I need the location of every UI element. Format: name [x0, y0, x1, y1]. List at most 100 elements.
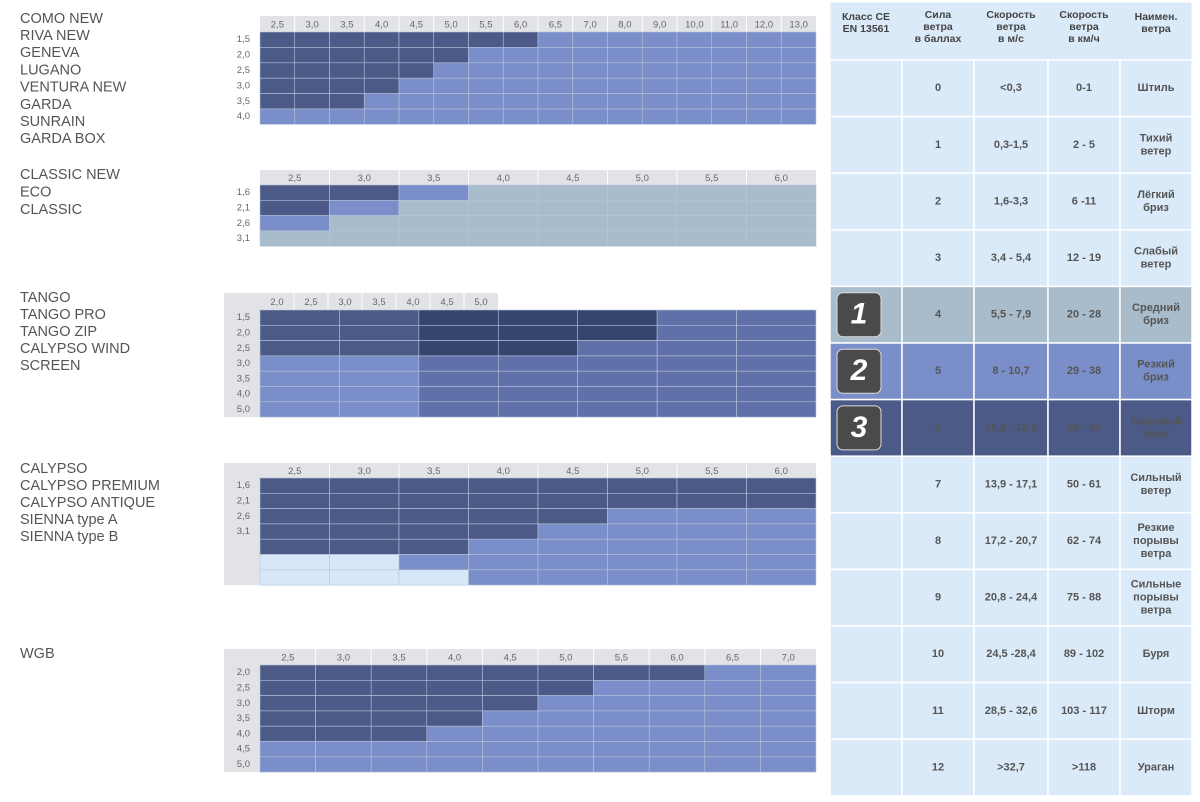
- cell: [577, 324, 658, 341]
- cell: [482, 725, 539, 742]
- cell: [294, 93, 330, 110]
- cell: [468, 184, 539, 201]
- cell: [537, 554, 608, 571]
- cell: [607, 554, 678, 571]
- table-value: 6 -11: [1072, 195, 1096, 207]
- cell: [398, 569, 469, 586]
- cell: [370, 741, 428, 758]
- cell: [259, 538, 330, 555]
- table-cell: [829, 568, 903, 627]
- cell: [259, 725, 316, 742]
- table-value: 62 - 74: [1067, 535, 1102, 547]
- cell: [537, 477, 608, 494]
- column-label: 5,0: [445, 20, 458, 31]
- product-name: CLASSIC: [20, 202, 82, 218]
- table-cell: [901, 229, 975, 288]
- table-cell: [1047, 455, 1121, 514]
- cell: [259, 93, 296, 110]
- row-label: 2,6: [237, 511, 250, 522]
- wind-name: Сильные: [1131, 579, 1182, 591]
- cell: [676, 184, 747, 201]
- cell: [339, 340, 420, 357]
- cell: [641, 77, 678, 94]
- cell: [572, 77, 608, 94]
- cell: [607, 215, 678, 232]
- cell: [329, 200, 400, 216]
- class-number: 1: [851, 298, 868, 331]
- cell: [468, 200, 539, 216]
- table-cell: [829, 59, 903, 118]
- cell: [676, 554, 747, 571]
- cell: [780, 47, 817, 64]
- cell: [780, 31, 817, 48]
- table-cell: [901, 512, 975, 571]
- cell: [711, 47, 747, 64]
- table-cell: [1047, 625, 1121, 684]
- cell: [648, 741, 706, 758]
- product-name: SIENNA type A: [20, 512, 118, 528]
- wind-name: Слабый: [1134, 246, 1178, 258]
- column-label: 2,5: [304, 297, 317, 308]
- row-label: 3,0: [237, 358, 250, 369]
- cell: [656, 370, 737, 387]
- cell: [746, 230, 817, 247]
- cell: [433, 31, 469, 48]
- cell: [294, 108, 330, 125]
- cell: [537, 230, 608, 247]
- cell: [259, 710, 316, 727]
- wind-name: бриз: [1143, 202, 1169, 214]
- class-icon: [836, 405, 882, 451]
- product-name: CALYPSO PREMIUM: [20, 478, 160, 494]
- cell: [704, 710, 761, 727]
- wind-name: Резкие: [1137, 522, 1174, 534]
- column-label: 2,5: [271, 20, 284, 31]
- cell: [315, 756, 372, 773]
- column-label: 9,0: [653, 20, 666, 31]
- column-label: 4,0: [497, 173, 510, 184]
- row-label: 2,6: [237, 218, 250, 229]
- cell: [259, 77, 296, 94]
- column-label: 7,0: [782, 653, 795, 664]
- cell: [736, 309, 817, 326]
- cell: [572, 108, 608, 125]
- cell: [468, 508, 539, 525]
- column-label: 10,0: [685, 20, 704, 31]
- table-cell: [1047, 342, 1121, 401]
- cell: [780, 93, 817, 110]
- column-label: 4,0: [406, 297, 419, 308]
- cell: [329, 230, 400, 247]
- class-icon: [836, 348, 882, 394]
- table-cell: [829, 172, 903, 231]
- cell: [468, 230, 539, 247]
- table-cell: [973, 738, 1049, 797]
- cell: [736, 340, 817, 357]
- cell: [418, 355, 499, 372]
- product-name: CLASSIC NEW: [20, 167, 120, 183]
- cell: [537, 47, 574, 64]
- row-label: 3,0: [237, 80, 250, 91]
- row-label: 3,1: [237, 526, 250, 537]
- cell: [329, 77, 365, 94]
- row-label: 2,0: [237, 667, 250, 678]
- row-label: 2,0: [237, 50, 250, 61]
- cell: [711, 77, 747, 94]
- cell: [363, 93, 400, 110]
- product-name: WGB: [20, 646, 55, 662]
- row-label-bg: [224, 293, 260, 418]
- row-label: 5,0: [237, 759, 250, 770]
- cell: [329, 554, 400, 571]
- cell: [398, 508, 469, 525]
- table-value: 3: [935, 252, 941, 264]
- cell: [315, 695, 372, 712]
- cell: [329, 508, 400, 525]
- column-label: 3,0: [337, 653, 350, 664]
- cell: [329, 569, 400, 586]
- row-label: 2,1: [237, 495, 250, 506]
- table-cell: [973, 625, 1049, 684]
- column-label: 5,5: [615, 653, 628, 664]
- product-name: TANGO: [20, 290, 70, 306]
- product-name: ECO: [20, 184, 51, 200]
- cell: [648, 695, 706, 712]
- cell: [259, 108, 296, 125]
- cell: [259, 401, 340, 418]
